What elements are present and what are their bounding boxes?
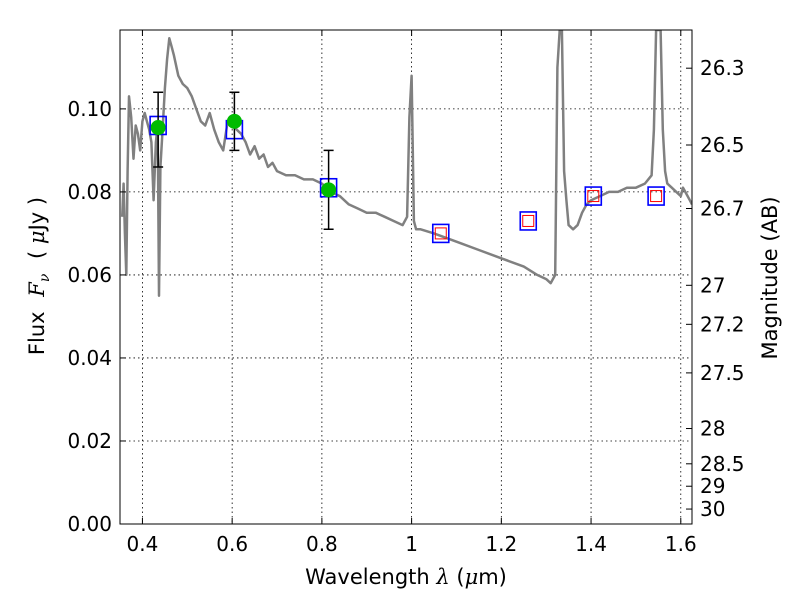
y2-tick-label: 26.7 [700, 197, 745, 221]
x-axis-label-mu: μ [465, 565, 479, 589]
x-tick-label: 1.2 [485, 532, 517, 556]
ticks: 0.4 0.6 0.8 1 1.2 1.4 1.6 0.00 0.02 0.04 0.06 0.08 0… [67, 30, 745, 556]
y2-tick-label: 27 [700, 273, 725, 297]
x-tick-label: 1 [405, 532, 418, 556]
x-tick-label: 1.6 [665, 532, 697, 556]
y2-tick-label: 27.2 [700, 312, 745, 336]
y2-tick-label: 26.3 [700, 56, 745, 80]
observed-photometry-point [150, 120, 166, 136]
x-axis-label-text: Wavelength [305, 565, 436, 589]
y2-tick-label: 28 [700, 417, 725, 441]
markers-layer [149, 91, 665, 244]
y-tick-label: 0.00 [67, 512, 112, 536]
y-axis-label-unit-tail: Jy ) [25, 197, 49, 233]
y2-tick-label: 27.5 [700, 361, 745, 385]
x-tick-label: 1.4 [575, 532, 607, 556]
y2-tick-label: 30 [700, 497, 725, 521]
upper-limit-marker [522, 214, 535, 227]
y-axis-label-subscript: ν [37, 273, 53, 282]
y2-tick-label: 29 [700, 474, 725, 498]
svg-text:Flux Fν ( μJy ): Flux Fν ( μJy ) [25, 197, 54, 355]
x-tick-label: 0.8 [306, 532, 338, 556]
y-tick-label: 0.02 [67, 429, 112, 453]
x-axis-label-unit-tail: m) [478, 565, 507, 589]
y2-tick-label: 26.5 [700, 133, 745, 157]
y-tick-label: 0.10 [67, 97, 112, 121]
model-photometry-marker [647, 186, 665, 206]
x-axis-label-unit: ( [450, 565, 465, 589]
x-axis-label: Wavelength λ (μm) [305, 565, 507, 589]
y-tick-label: 0.04 [67, 346, 112, 370]
model-photometry-marker [584, 186, 603, 206]
y2-axis-label: Magnitude (AB) [758, 196, 782, 359]
y-axis-label-flux: Flux [25, 311, 49, 355]
y-axis-label-unit: ( [25, 244, 49, 259]
upper-limit-marker [587, 190, 600, 203]
y2-tick-label: 28.5 [700, 452, 745, 476]
x-tick-label: 0.6 [216, 532, 248, 556]
x-axis-label-lambda: λ [435, 565, 449, 589]
y-tick-label: 0.06 [67, 263, 112, 287]
series-layer [120, 30, 692, 297]
upper-limit-marker [434, 227, 447, 240]
plot-frame [119, 29, 693, 525]
model-photometry-marker [431, 223, 450, 244]
model-photometry-marker [519, 211, 538, 231]
model-sed-line [120, 30, 692, 297]
y-axis-label: Flux Fν ( μJy ) [25, 197, 54, 355]
grid [120, 30, 692, 524]
y-tick-label: 0.08 [67, 180, 112, 204]
observed-photometry-point [321, 182, 337, 198]
x-tick-label: 0.4 [127, 532, 159, 556]
upper-limit-marker [650, 190, 663, 203]
y-axis-label-symbol: F [25, 281, 49, 298]
observed-photometry-point [226, 113, 242, 129]
y-axis-label-mu: μ [25, 230, 49, 244]
